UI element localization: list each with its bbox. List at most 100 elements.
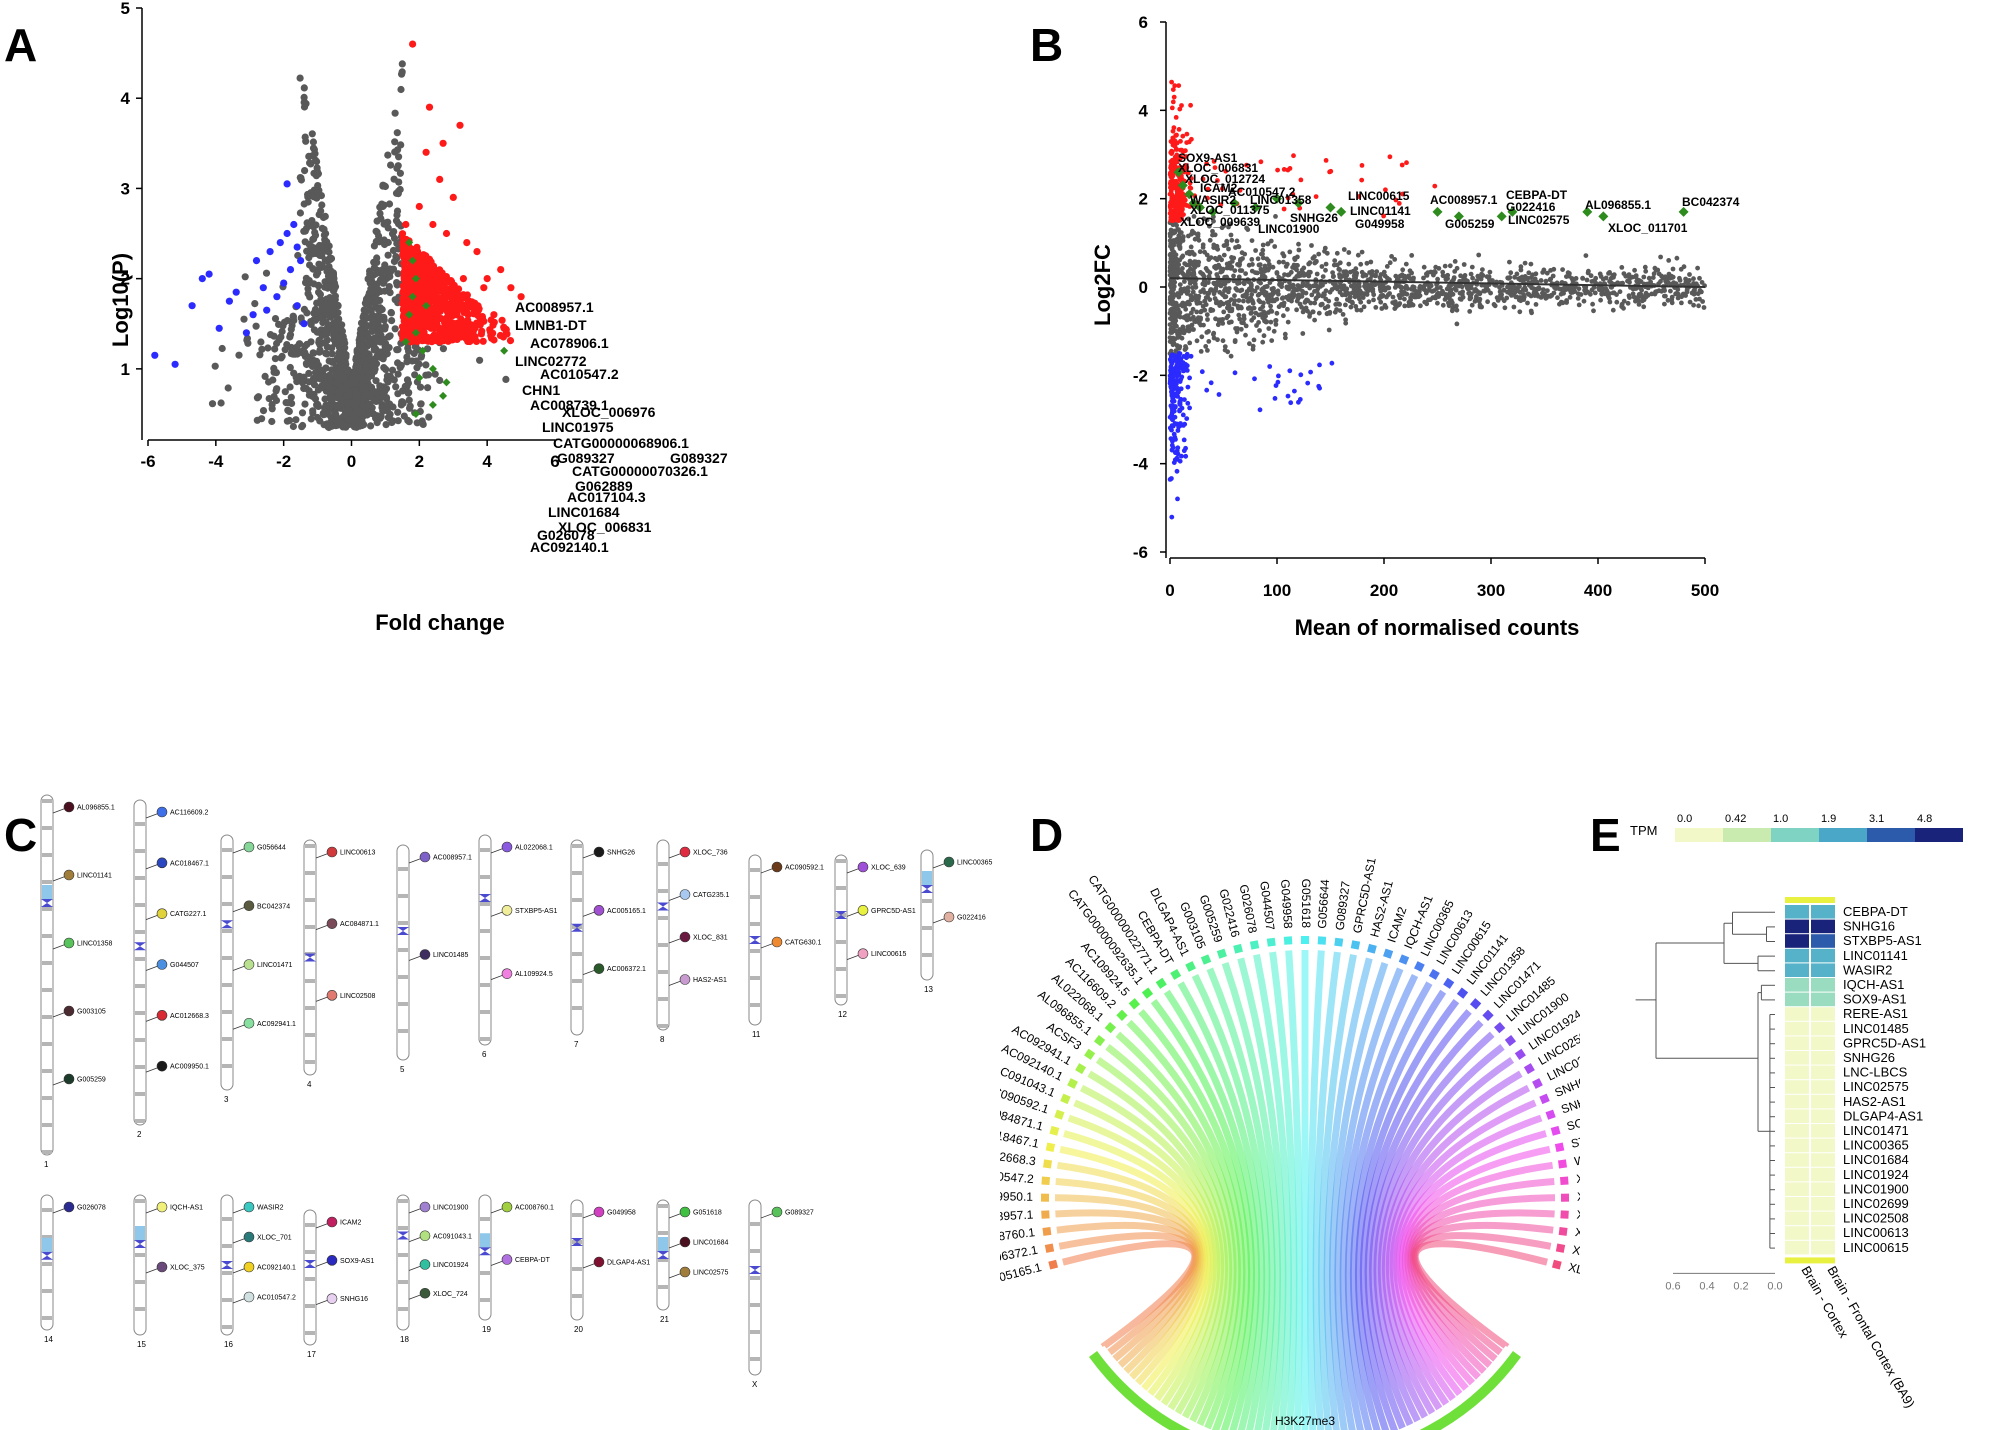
chromosome-band	[658, 1258, 668, 1262]
chromosome-band	[135, 1253, 145, 1257]
ma-ns-point	[1228, 353, 1234, 359]
ma-up-point	[1381, 213, 1386, 219]
volcano-ns-point	[300, 384, 308, 393]
ma-x-tick-label: 300	[1477, 581, 1505, 600]
chord-segment	[1185, 961, 1196, 972]
ma-up-point	[1171, 125, 1177, 131]
volcano-ns-point	[286, 363, 294, 372]
ma-ns-point	[1276, 291, 1281, 297]
volcano-ns-point	[313, 299, 321, 307]
volcano-ns-point	[366, 270, 374, 278]
volcano-up-point	[444, 337, 452, 345]
volcano-ns-point	[353, 361, 361, 369]
volcano-ns-point	[273, 385, 281, 393]
volcano-ns-point	[318, 201, 326, 209]
gene-label: LINC01485	[433, 952, 469, 959]
volcano-ns-point	[367, 288, 375, 296]
volcano-ns-point	[301, 400, 309, 408]
ma-ns-point	[1194, 309, 1200, 315]
volcano-ns-point	[387, 161, 395, 169]
ma-ns-point	[1523, 276, 1529, 282]
ma-ns-point	[1266, 299, 1271, 305]
ma-ns-point	[1254, 285, 1260, 290]
ma-ns-point	[1312, 254, 1317, 260]
ma-ns-point	[1532, 293, 1538, 298]
chord-ribbon	[1067, 1114, 1218, 1403]
ma-ns-point	[1341, 247, 1347, 252]
ma-ns-point	[1212, 264, 1217, 270]
ma-down-point	[1169, 514, 1175, 520]
ma-ns-point	[1272, 244, 1278, 249]
chromosome-band	[750, 1357, 760, 1361]
chromosome-band	[305, 898, 315, 902]
ma-ns-point	[1521, 292, 1526, 297]
ma-up-point	[1169, 162, 1175, 168]
volcano-ns-point	[300, 227, 308, 235]
ma-ns-point	[1224, 238, 1230, 244]
volcano-ns-point	[388, 317, 396, 325]
ma-ns-point	[1519, 274, 1525, 280]
gene-marker	[156, 908, 168, 919]
chromosome-band	[135, 1092, 145, 1096]
ma-ns-point	[1254, 270, 1260, 276]
chord-segment	[1116, 1009, 1128, 1021]
volcano-ns-point	[268, 405, 276, 413]
ma-ns-point	[1194, 299, 1200, 304]
ma-up-point	[1173, 133, 1179, 138]
volcano-highlight-point	[408, 292, 417, 301]
ma-up-point	[1187, 180, 1193, 186]
ma-ns-point	[1545, 288, 1550, 293]
volcano-y-tick-label: 2	[121, 270, 130, 289]
ma-ns-point	[1467, 309, 1473, 314]
chord-ribbon	[1318, 954, 1357, 1430]
ma-ns-point	[1451, 304, 1456, 310]
chord-ribbon	[1373, 1044, 1505, 1425]
ma-ns-point	[1384, 294, 1389, 300]
ma-ns-point	[1222, 288, 1227, 293]
ma-ns-point	[1440, 273, 1446, 279]
chromosome-band	[658, 916, 668, 920]
gene-label: XLOC_701	[257, 1235, 292, 1242]
ma-ns-point	[1567, 294, 1573, 300]
ma-ns-point	[1193, 319, 1198, 325]
ma-ns-point	[1334, 296, 1340, 302]
ma-ns-point	[1233, 245, 1238, 250]
ma-up-point	[1356, 194, 1362, 199]
ma-ns-point	[1357, 292, 1363, 297]
ma-ns-point	[1200, 287, 1206, 293]
ma-ns-point	[1571, 277, 1577, 283]
volcano-ns-point	[395, 153, 403, 161]
ma-gene-label: G005259	[1445, 217, 1495, 231]
chromosome-number: 6	[482, 1050, 487, 1059]
ma-ns-point	[1684, 289, 1690, 295]
ma-ns-point	[1204, 217, 1210, 223]
volcano-gene-label: CHN1	[522, 382, 560, 398]
ma-highlight-point	[1173, 167, 1184, 178]
ma-ns-point	[1229, 306, 1235, 312]
chromosome-number: 14	[44, 1335, 53, 1344]
ma-ns-point	[1452, 269, 1458, 274]
ma-ns-point	[1170, 301, 1175, 307]
volcano-highlight-point	[405, 238, 414, 247]
volcano-down-point	[171, 360, 179, 368]
volcano-ns-point	[328, 395, 336, 403]
ma-up-point	[1172, 211, 1177, 217]
volcano-highlight-point	[415, 373, 424, 382]
volcano-ns-point	[309, 138, 317, 146]
chord-segment	[1104, 1021, 1117, 1034]
volcano-down-point	[252, 257, 261, 265]
volcano-up-point	[425, 320, 434, 328]
ma-ns-point	[1611, 272, 1617, 278]
ma-ns-point	[1224, 265, 1230, 271]
chromosome-band	[922, 899, 932, 903]
ma-ns-point	[1403, 283, 1409, 289]
chord-ribbon	[1163, 989, 1261, 1430]
volcano-ns-point	[363, 314, 371, 322]
gene-marker	[501, 1201, 513, 1213]
ma-highlight-point	[1598, 211, 1609, 222]
volcano-ns-point	[355, 407, 363, 415]
volcano-ns-point	[301, 167, 309, 175]
ma-ns-point	[1192, 236, 1198, 242]
